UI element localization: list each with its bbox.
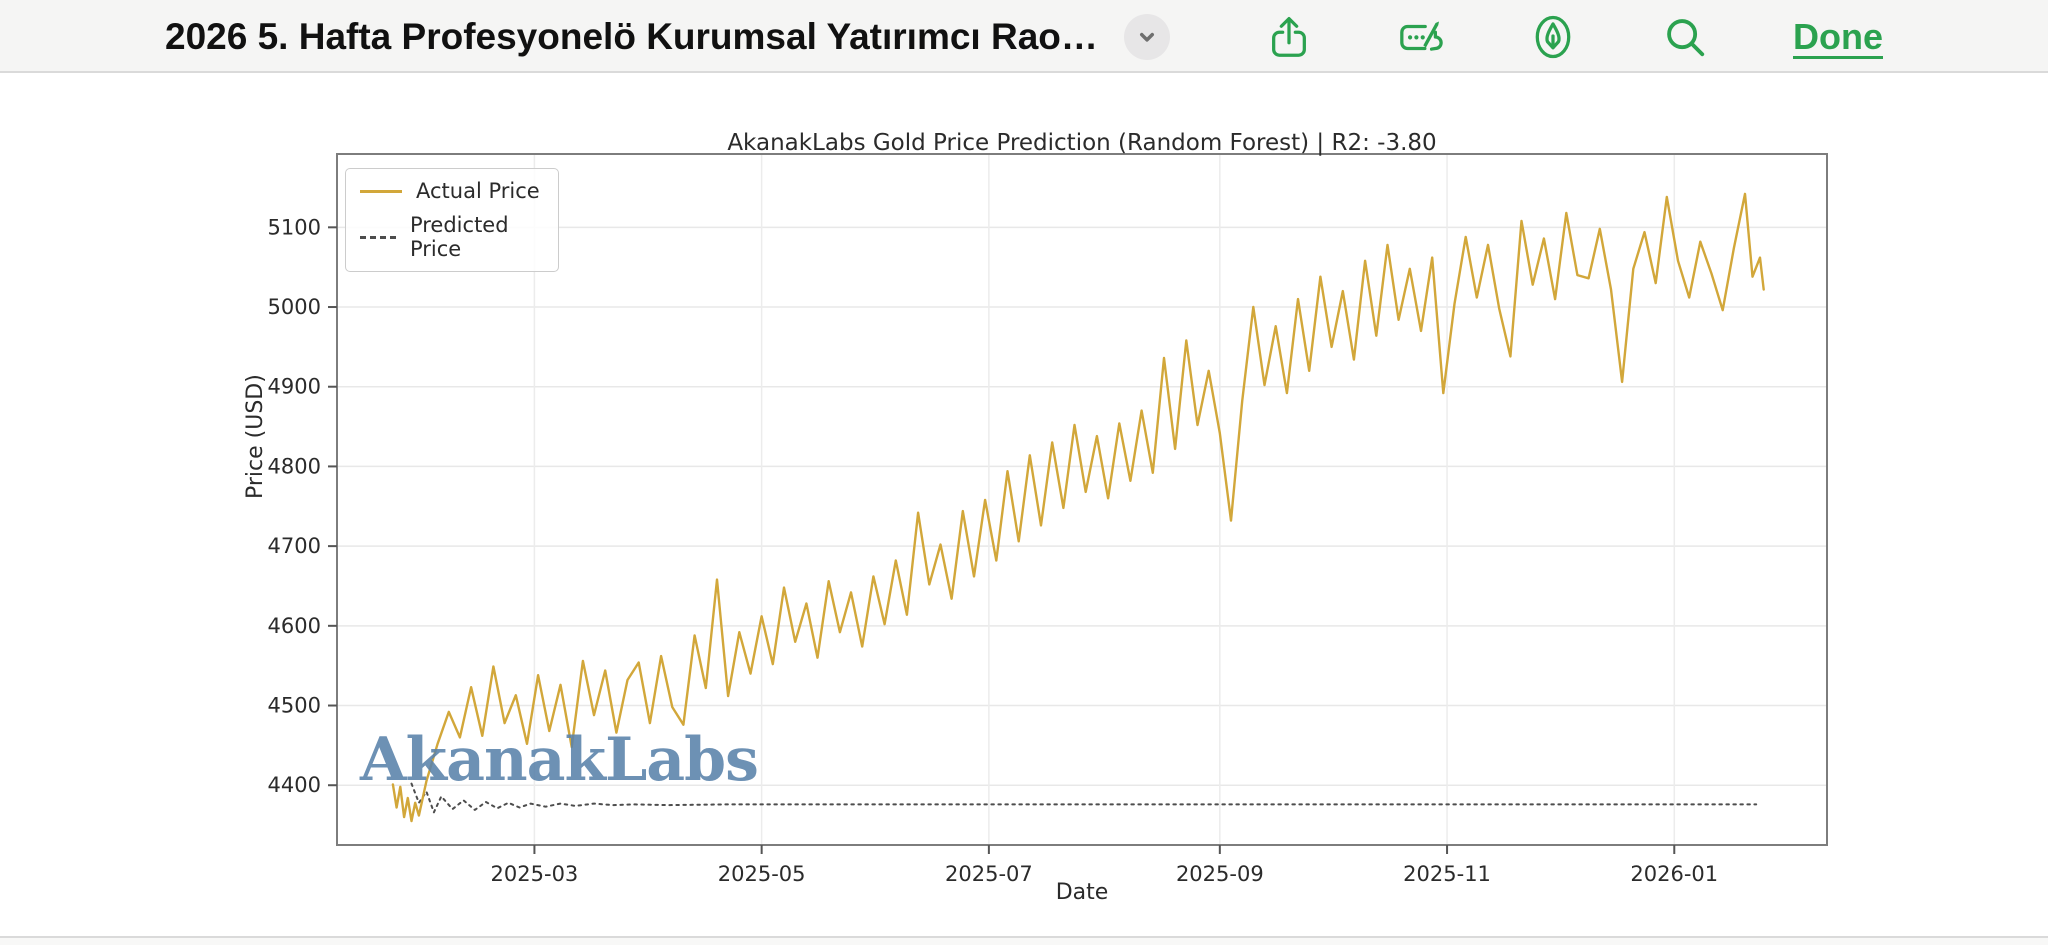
svg-text:2025-11: 2025-11 [1403, 862, 1491, 886]
markup-pen-icon [1535, 15, 1571, 58]
legend-label: Predicted Price [409, 213, 509, 261]
svg-text:2026-01: 2026-01 [1630, 862, 1718, 886]
svg-text:5000: 5000 [268, 295, 321, 319]
document-preview: 4400 4500 4600 4700 4800 4900 5000 5100 2025-03 2… [0, 75, 2048, 936]
done-button[interactable]: Done [1793, 15, 1883, 57]
svg-text:4800: 4800 [268, 454, 321, 478]
svg-text:2025-05: 2025-05 [718, 862, 806, 886]
document-title: 2026 5. Hafta Profesyonelö Kurumsal Yatı… [165, 15, 1098, 57]
svg-text:4700: 4700 [268, 534, 321, 558]
chart-legend: Actual Price Predicted Price [345, 168, 559, 272]
watermark: AkanakLabs [360, 725, 759, 795]
svg-text:2025-07: 2025-07 [945, 862, 1033, 886]
share-icon [1272, 16, 1306, 57]
svg-text:5100: 5100 [268, 215, 321, 239]
legend-item-predicted: Predicted Price [360, 213, 544, 261]
share-button[interactable] [1265, 13, 1313, 61]
form-signature-icon [1400, 20, 1443, 51]
document-title-row: 2026 5. Hafta Profesyonelö Kurumsal Yatı… [165, 0, 1170, 73]
search-icon [1667, 18, 1705, 56]
svg-text:4500: 4500 [268, 694, 321, 718]
legend-item-actual: Actual Price [360, 179, 544, 203]
price-chart: 4400 4500 4600 4700 4800 4900 5000 5100 2025-03 2… [268, 153, 1828, 886]
svg-text:4400: 4400 [268, 773, 321, 797]
chart-title: AkanakLabs Gold Price Prediction (Random… [727, 130, 1437, 156]
x-axis-label: Date [1055, 880, 1109, 905]
svg-text:4900: 4900 [268, 375, 321, 399]
y-axis-label: Price (USD) [243, 374, 268, 499]
svg-text:2025-09: 2025-09 [1176, 862, 1264, 886]
predicted-line-swatch [360, 235, 396, 239]
chevron-down-icon [1139, 32, 1154, 42]
search-button[interactable] [1661, 13, 1709, 61]
form-fill-button[interactable] [1397, 13, 1445, 61]
svg-text:2025-03: 2025-03 [491, 862, 579, 886]
bottom-toolbar-edge [0, 936, 2048, 945]
top-toolbar: 2026 5. Hafta Profesyonelö Kurumsal Yatı… [0, 0, 2048, 73]
legend-label: Actual Price [416, 179, 540, 203]
actual-line-swatch [360, 189, 402, 193]
toolbar-actions: Done [1265, 0, 1883, 73]
markup-button[interactable] [1529, 13, 1577, 61]
svg-text:4600: 4600 [268, 614, 321, 638]
title-menu-button[interactable] [1123, 13, 1170, 60]
